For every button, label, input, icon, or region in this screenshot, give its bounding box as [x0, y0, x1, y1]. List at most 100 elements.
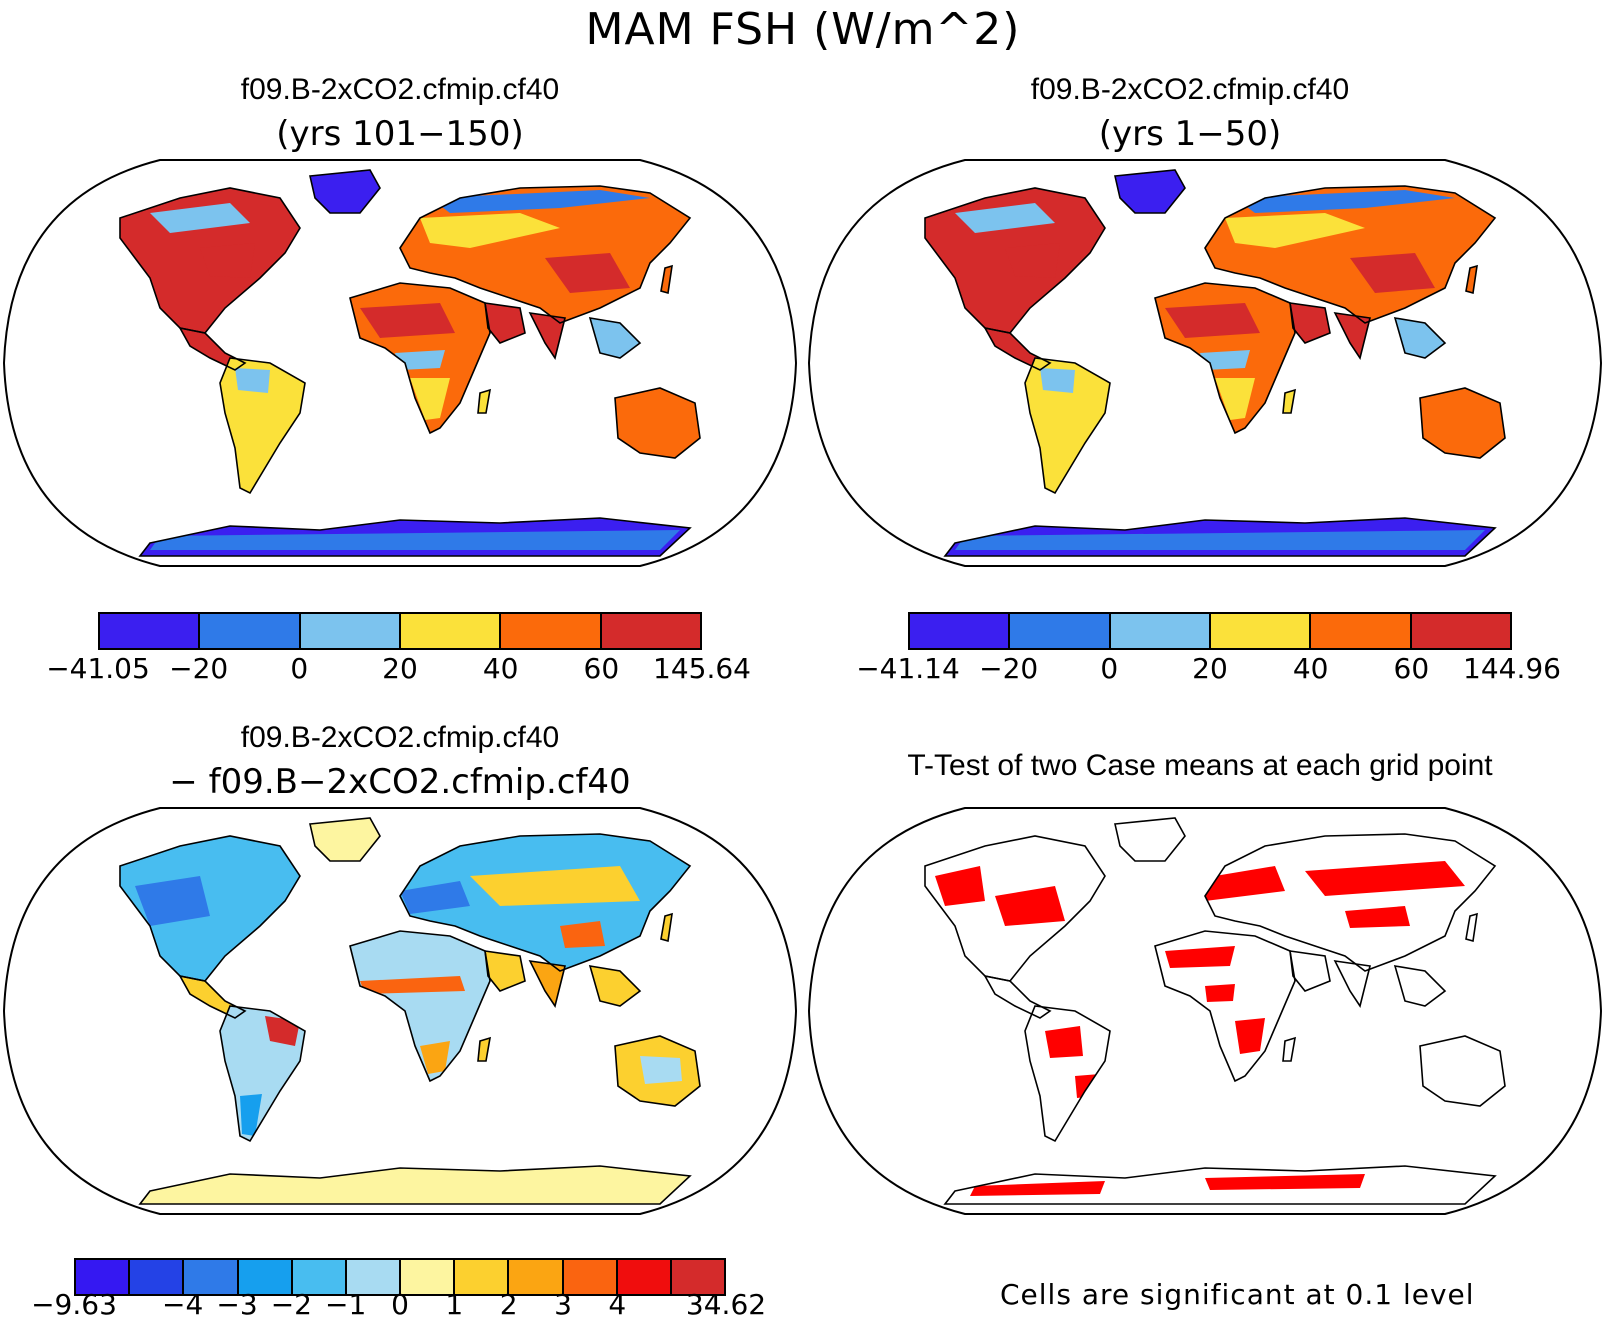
land-india [1335, 961, 1370, 1006]
colorbar-swatch [292, 1260, 347, 1294]
coastline-seasia [1393, 965, 1447, 1007]
colorbar-swatch [100, 614, 201, 648]
field-patch [1005, 243, 1060, 278]
coastline-japan [660, 912, 673, 943]
land-samerica [1025, 1006, 1110, 1141]
coastline-namerica [924, 187, 1106, 334]
land-japan [661, 914, 672, 941]
colorbar-tick-label: 60 [583, 652, 620, 685]
colorbar-panel-3 [74, 1258, 726, 1296]
coastline-namerica [924, 835, 1106, 982]
land-greenland [1115, 170, 1185, 213]
colorbar-swatch [346, 1260, 402, 1294]
map-border [2, 159, 798, 567]
field-patch [360, 303, 455, 338]
land-seasia [590, 966, 640, 1006]
land-greenland [1115, 818, 1185, 861]
field-patch [560, 921, 605, 948]
panel3-subtitle: − f09.B−2xCO2.cfmip.cf40 [169, 762, 631, 802]
field-patches [955, 190, 1485, 550]
colorbar-swatch [238, 1260, 293, 1294]
coastline-africa [1154, 930, 1296, 1083]
map-border [2, 807, 798, 1215]
field-patch [360, 976, 465, 994]
land-japan [1466, 266, 1477, 293]
colorbar-swatch [1411, 614, 1510, 648]
colorbar-panel-1-labels: −41.05 −20 0 20 40 60 145.64 [46, 652, 751, 688]
field-patch [1305, 861, 1465, 896]
coastline-madagascar [477, 388, 492, 414]
field-patch [410, 378, 450, 420]
colorbar-swatch [563, 1260, 618, 1294]
coastline-africa [1154, 282, 1296, 435]
map-panel-1 [2, 159, 798, 567]
coastline-india [528, 959, 566, 1008]
colorbar-tick-label: 2 [499, 1288, 518, 1321]
coastline-madagascar [1282, 1036, 1297, 1062]
coastline-camerica [983, 326, 1052, 371]
panel2-title: f09.B-2xCO2.cfmip.cf40 [1030, 73, 1350, 106]
land-greenland [310, 818, 380, 861]
map-panel-2 [807, 159, 1603, 567]
coastline-greenland [309, 169, 381, 214]
land-seasia [1395, 318, 1445, 358]
coastline-india [528, 311, 566, 360]
land-australia [615, 388, 700, 458]
colorbar-tick-label: 0 [290, 652, 309, 685]
coastline-japan [1465, 264, 1478, 295]
coastline-arabia [1289, 302, 1331, 344]
colorbar-tick-label: 1 [445, 1288, 464, 1321]
land-greenland [310, 170, 380, 213]
field-patch [935, 866, 985, 906]
coastline-japan [1465, 912, 1478, 943]
colorbar-tick-label: −2 [270, 1288, 312, 1321]
field-patches [935, 861, 1465, 1196]
colorbar-tick-label: 60 [1393, 652, 1430, 685]
field-patch [1235, 190, 1455, 213]
field-patch [1235, 1018, 1265, 1054]
coastline-eurasia [399, 185, 692, 324]
coastline-greenland [1114, 169, 1186, 214]
colorbar-tick-label: −1 [325, 1288, 367, 1321]
coastline-eurasia [399, 833, 692, 972]
field-patch [955, 530, 1485, 550]
field-patch [150, 203, 250, 233]
coastline-seasia [588, 965, 642, 1007]
panel4-title: T-Test of two Case means at each grid po… [907, 749, 1493, 782]
coastline-eurasia [1204, 833, 1497, 972]
land-australia [1420, 1036, 1505, 1106]
land-japan [1466, 914, 1477, 941]
field-patch [470, 866, 640, 906]
field-patch [150, 530, 680, 550]
colorbar-swatch [184, 1260, 239, 1294]
field-patch [1165, 946, 1235, 968]
coastline-australia [1419, 1035, 1506, 1107]
colorbar-tick-label: 20 [1192, 652, 1228, 685]
colorbar-swatch [1311, 614, 1412, 648]
coastline-samerica [1024, 357, 1111, 495]
colorbar-tick-label: 40 [1292, 652, 1329, 685]
land-india [530, 961, 565, 1006]
land-arabia [1290, 951, 1330, 991]
map-border [807, 807, 1603, 1215]
land-seasia [1395, 966, 1445, 1006]
colorbar-tick-label: −41.14 [856, 652, 960, 685]
coastline-japan [660, 264, 673, 295]
colorbar-tick-label: −20 [979, 652, 1039, 685]
colorbar-swatch [501, 614, 602, 648]
land-japan [661, 266, 672, 293]
land-seasia [590, 318, 640, 358]
field-patch [135, 876, 210, 926]
map-panel-3 [2, 807, 798, 1215]
coastline-seasia [588, 317, 642, 359]
land-australia [1420, 388, 1505, 458]
colorbar-tick-label: 3 [554, 1288, 572, 1321]
coastline-madagascar [477, 1036, 492, 1062]
colorbar-swatch [300, 614, 401, 648]
colorbar-panel-2 [908, 612, 1512, 650]
coastline-camerica [178, 326, 247, 371]
field-patch [1045, 1026, 1083, 1058]
field-patch [200, 243, 255, 278]
field-patches [135, 866, 682, 1136]
colorbar-tick-label: 145.64 [653, 652, 751, 685]
